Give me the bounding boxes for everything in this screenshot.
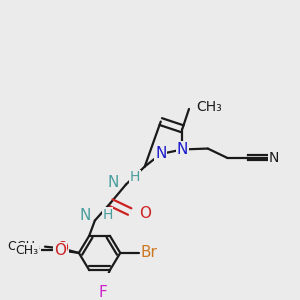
Text: N: N bbox=[177, 142, 188, 157]
Text: N: N bbox=[107, 175, 118, 190]
Text: Br: Br bbox=[141, 245, 158, 260]
Text: O: O bbox=[56, 241, 68, 256]
Text: N: N bbox=[80, 208, 91, 223]
Text: O: O bbox=[139, 206, 151, 221]
Text: N: N bbox=[269, 151, 279, 165]
Text: CH₃: CH₃ bbox=[15, 244, 38, 257]
Text: H: H bbox=[102, 208, 113, 222]
Text: F: F bbox=[98, 285, 107, 300]
Text: OCH₃: OCH₃ bbox=[7, 240, 40, 253]
Text: N: N bbox=[155, 146, 166, 161]
Text: CH₃: CH₃ bbox=[196, 100, 222, 114]
Text: O: O bbox=[54, 243, 66, 258]
Text: H: H bbox=[130, 170, 140, 184]
